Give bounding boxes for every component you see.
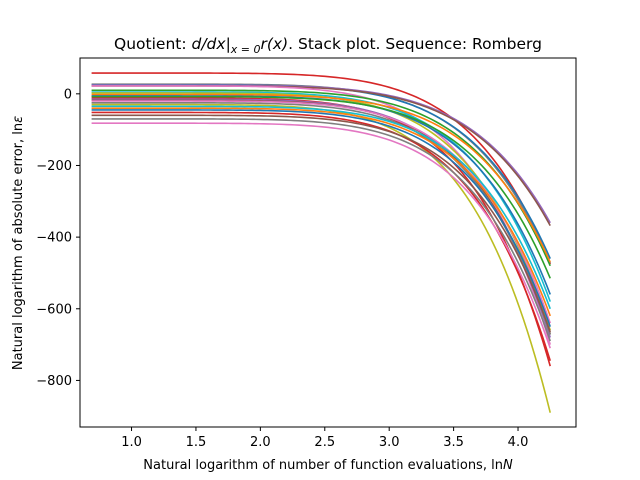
series-line-22 (91, 111, 551, 361)
x-tick-label: 4.0 (508, 435, 529, 450)
series-line-14 (91, 98, 551, 338)
chart-title: Quotient: d/dx|x = 0r(x). Stack plot. Se… (114, 35, 542, 56)
series-line-20 (91, 107, 551, 317)
plot-area: 1.0 1.5 2.0 2.5 3.0 3.5 4.0 0 −200 −400 −600 −800 (36, 57, 577, 450)
x-tick-label: 3.0 (379, 435, 400, 450)
series-line-23 (91, 114, 551, 333)
series-line-15 (91, 99, 551, 335)
y-tick-label: 0 (64, 87, 72, 102)
series-line-9 (91, 92, 551, 331)
chart-title-math2: r(x) (261, 35, 289, 53)
chart-title-math: d/dx| (192, 35, 231, 53)
y-tick-label: −600 (36, 302, 72, 317)
series-line-10 (91, 93, 551, 263)
x-axis-label-text: Natural logarithm of number of function … (143, 458, 503, 473)
y-tick-label: −400 (36, 231, 72, 246)
series-line-7 (91, 89, 551, 267)
x-tick-label: 2.5 (314, 435, 335, 450)
series-line-16 (91, 100, 551, 324)
x-tick-label: 1.5 (186, 435, 207, 450)
series-layer (91, 72, 552, 413)
x-tick-label: 2.0 (250, 435, 271, 450)
series-line-21 (91, 109, 551, 327)
series-line-25 (91, 122, 551, 349)
y-axis-label: Natural logarithm of absolute error, lnε (11, 116, 26, 370)
x-tick-label: 3.5 (443, 435, 464, 450)
series-line-24 (91, 118, 551, 342)
x-tick-label: 1.0 (121, 435, 142, 450)
y-axis-ticks: 0 −200 −400 −600 −800 (36, 87, 80, 389)
y-axis-label-var: ε (11, 116, 26, 123)
x-axis-ticks: 1.0 1.5 2.0 2.5 3.0 3.5 4.0 (121, 427, 528, 450)
x-axis-label: Natural logarithm of number of function … (143, 458, 513, 473)
series-line-12 (91, 95, 551, 279)
y-axis-label-text: Natural logarithm of absolute error, ln (11, 123, 26, 370)
series-line-1 (91, 72, 551, 265)
x-axis-label-var: N (503, 458, 513, 473)
series-line-6 (91, 85, 551, 345)
chart-title-prefix: Quotient: (114, 35, 191, 53)
chart-title-suffix: . Stack plot. Sequence: Romberg (288, 35, 542, 53)
plot-frame (79, 57, 577, 428)
series-line-11 (91, 95, 551, 295)
series-line-19 (91, 105, 551, 310)
y-tick-label: −200 (36, 159, 72, 174)
chart-title-subscript: x = 0 (230, 43, 261, 56)
y-tick-label: −800 (36, 374, 72, 389)
series-line-17 (91, 101, 551, 335)
